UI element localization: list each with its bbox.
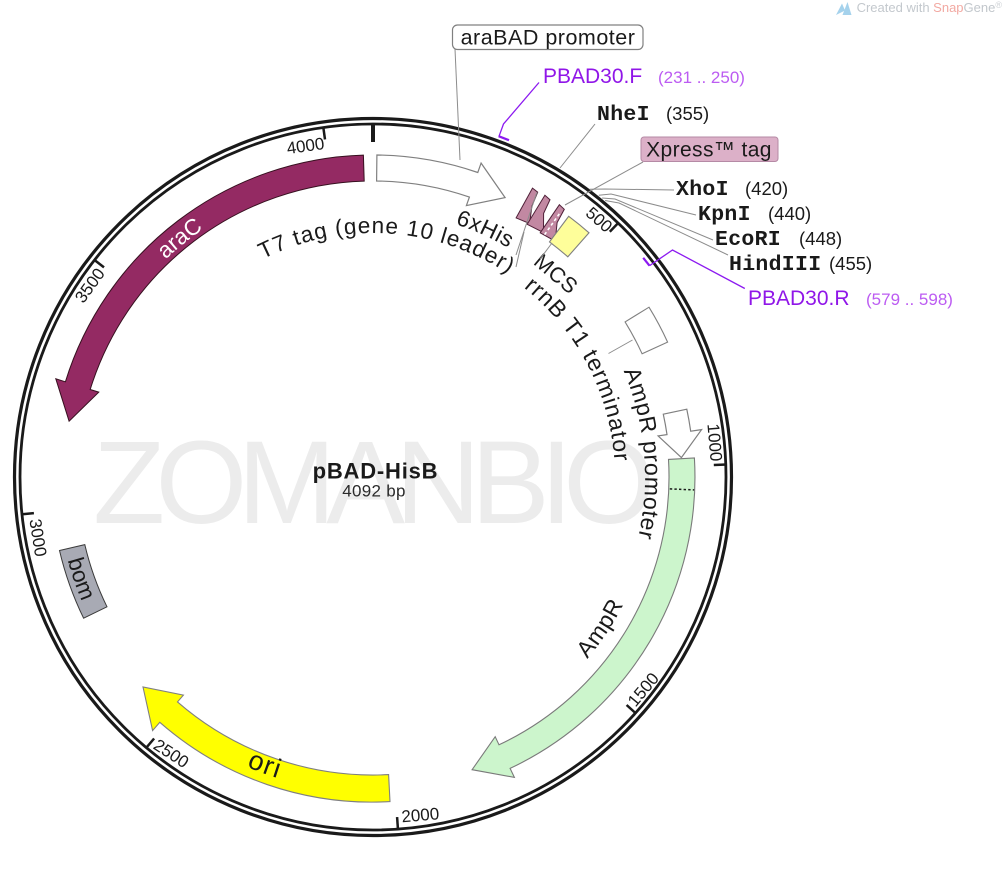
svg-text:PBAD30.R: PBAD30.R [748, 287, 850, 310]
svg-text:NheI: NheI [597, 103, 650, 127]
svg-text:Xpress™ tag: Xpress™ tag [646, 139, 772, 162]
svg-text:pBAD-HisB: pBAD-HisB [313, 459, 439, 484]
svg-text:(355): (355) [666, 103, 709, 124]
svg-text:HindIII: HindIII [729, 253, 821, 277]
svg-text:4092 bp: 4092 bp [342, 482, 406, 501]
svg-text:Created with SnapGene®: Created with SnapGene® [857, 0, 1003, 15]
svg-text:ZOMANBIO: ZOMANBIO [93, 417, 655, 549]
svg-text:(579 .. 598): (579 .. 598) [866, 290, 953, 309]
svg-text:EcoRI: EcoRI [715, 228, 781, 252]
svg-text:2000: 2000 [401, 804, 440, 826]
svg-text:(440): (440) [768, 203, 811, 224]
svg-text:1000: 1000 [703, 423, 725, 462]
svg-text:PBAD30.F: PBAD30.F [543, 65, 642, 88]
svg-text:(455): (455) [829, 253, 872, 274]
svg-text:(420): (420) [745, 178, 788, 199]
svg-text:KpnI: KpnI [698, 203, 751, 227]
svg-text:(231 .. 250): (231 .. 250) [658, 68, 745, 87]
svg-text:(448): (448) [799, 228, 842, 249]
svg-text:XhoI: XhoI [676, 178, 729, 202]
svg-text:araBAD promoter: araBAD promoter [461, 26, 636, 50]
